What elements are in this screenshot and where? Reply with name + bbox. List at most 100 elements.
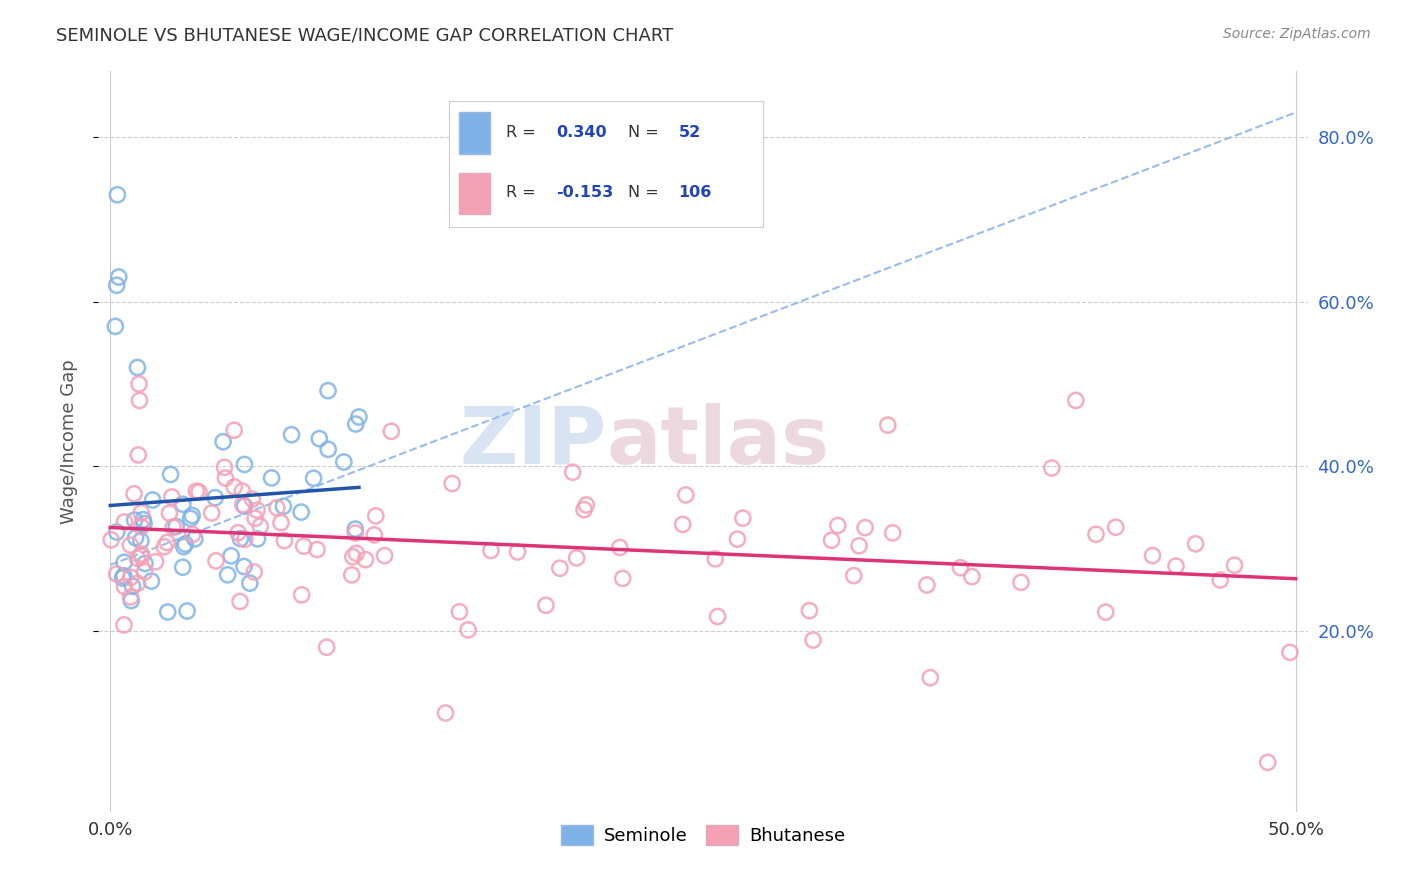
Point: [114, 580, 136, 594]
Point: [316, 442, 339, 457]
Point: [121, 579, 143, 593]
Point: [434, 706, 457, 720]
Point: [374, 549, 396, 563]
Point: [127, 360, 149, 375]
Point: [315, 640, 337, 655]
Point: [290, 505, 312, 519]
Point: [172, 560, 194, 574]
Point: [204, 491, 226, 505]
Point: [1105, 520, 1128, 534]
Point: [132, 513, 155, 527]
Point: [153, 540, 176, 554]
Point: [249, 519, 271, 533]
Point: [131, 547, 153, 561]
Point: [960, 569, 983, 583]
Point: [260, 471, 283, 485]
Point: [534, 599, 557, 613]
Point: [233, 458, 256, 472]
Text: SEMINOLE VS BHUTANESE WAGE/INCOME GAP CORRELATION CHART: SEMINOLE VS BHUTANESE WAGE/INCOME GAP CO…: [56, 27, 673, 45]
Point: [104, 319, 127, 334]
Point: [380, 425, 402, 439]
Point: [107, 187, 129, 202]
Point: [1085, 527, 1108, 541]
Point: [246, 503, 269, 517]
Point: [224, 423, 246, 437]
Point: [270, 516, 292, 530]
Point: [675, 488, 697, 502]
Point: [239, 576, 262, 591]
Point: [548, 561, 571, 575]
Point: [127, 448, 149, 462]
Text: ZIP: ZIP: [458, 402, 606, 481]
Point: [224, 480, 246, 494]
Text: Source: ZipAtlas.com: Source: ZipAtlas.com: [1223, 27, 1371, 41]
Point: [1209, 573, 1232, 587]
Point: [915, 578, 938, 592]
Point: [156, 605, 179, 619]
Point: [273, 533, 295, 548]
Point: [127, 576, 149, 591]
Point: [308, 432, 330, 446]
Point: [302, 471, 325, 485]
Point: [156, 535, 179, 549]
Y-axis label: Wage/Income Gap: Wage/Income Gap: [59, 359, 77, 524]
Point: [243, 511, 266, 525]
Point: [217, 567, 239, 582]
Point: [120, 538, 142, 552]
Point: [120, 593, 142, 607]
Point: [246, 532, 269, 546]
Point: [214, 460, 236, 475]
Point: [572, 502, 595, 516]
Point: [1257, 756, 1279, 770]
Point: [112, 618, 135, 632]
Point: [174, 537, 197, 551]
Point: [205, 554, 228, 568]
Point: [176, 604, 198, 618]
Point: [364, 508, 387, 523]
Point: [243, 565, 266, 579]
Point: [105, 278, 128, 293]
Point: [232, 498, 254, 512]
Point: [128, 393, 150, 408]
Point: [449, 605, 471, 619]
Point: [112, 515, 135, 529]
Point: [173, 540, 195, 554]
Point: [212, 434, 235, 449]
Point: [920, 671, 942, 685]
Point: [291, 588, 314, 602]
Point: [827, 518, 849, 533]
Point: [853, 521, 876, 535]
Point: [799, 604, 821, 618]
Point: [159, 506, 181, 520]
Point: [181, 508, 204, 523]
Point: [127, 551, 149, 566]
Point: [229, 594, 252, 608]
Point: [342, 549, 364, 564]
Point: [842, 568, 865, 582]
Point: [160, 490, 183, 504]
Point: [280, 427, 302, 442]
Point: [1010, 575, 1032, 590]
Point: [820, 533, 842, 548]
Point: [181, 527, 204, 541]
Point: [162, 520, 184, 534]
Point: [609, 541, 631, 555]
Point: [479, 543, 502, 558]
Point: [159, 467, 181, 482]
Point: [100, 533, 122, 547]
Point: [1164, 559, 1187, 574]
Point: [316, 384, 339, 398]
Point: [180, 511, 202, 525]
Point: [506, 545, 529, 559]
Legend: Seminole, Bhutanese: Seminole, Bhutanese: [551, 815, 855, 855]
Point: [340, 568, 363, 582]
Point: [1184, 537, 1206, 551]
Point: [731, 511, 754, 525]
Point: [344, 526, 367, 541]
Point: [188, 485, 211, 500]
Point: [112, 569, 135, 583]
Point: [706, 609, 728, 624]
Point: [105, 524, 128, 539]
Point: [111, 571, 134, 585]
Point: [124, 513, 146, 527]
